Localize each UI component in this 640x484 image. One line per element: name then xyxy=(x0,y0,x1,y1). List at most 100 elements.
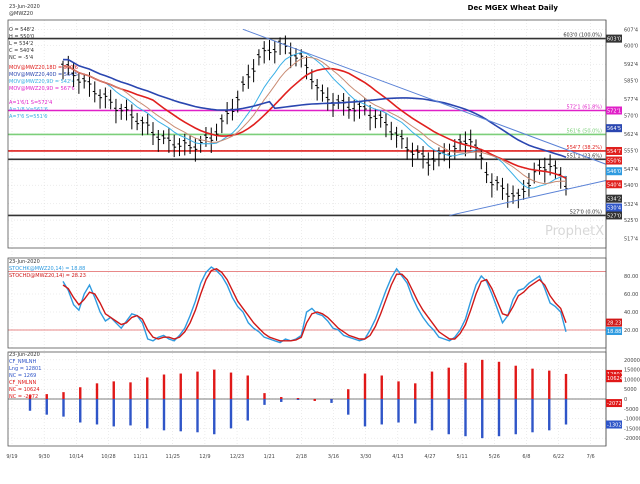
cot-short-bar xyxy=(363,399,367,427)
price-panel: Dec MGEX Wheat Daily 23-Jun-2020 @MWZ20 … xyxy=(9,4,604,239)
retracement-label: 527'0 (0.0%) xyxy=(570,209,602,215)
cot-value-tag xyxy=(606,399,622,408)
price-value-tag xyxy=(606,203,622,212)
price-value-tag xyxy=(606,156,622,165)
ohlc-legend-nc: NC = -5'4 xyxy=(9,55,33,61)
cot-short-bar xyxy=(146,399,149,429)
price-tick-label: 577'4 xyxy=(624,97,638,103)
cot-short-bar xyxy=(447,399,450,435)
cot-long-bar xyxy=(380,375,383,399)
x-tick-label: 3/30 xyxy=(360,454,371,460)
x-tick-label: 12/9 xyxy=(199,454,210,460)
price-tick-label: 585'0 xyxy=(624,78,638,84)
cot-value-tag-label: -2072 xyxy=(607,401,622,407)
retracement-label: 554'7 (38.2%) xyxy=(567,145,603,151)
cot-long-bar xyxy=(263,393,266,399)
cot-long-bar xyxy=(447,367,450,399)
cot-value-tag xyxy=(606,420,622,429)
cot-short-bar xyxy=(263,399,266,405)
price-value-tag-label: 546'0 xyxy=(607,169,621,175)
cot-long-bar xyxy=(363,373,367,399)
price-tick-label: 547'4 xyxy=(624,167,638,173)
cot-date: 23-Jun-2020 xyxy=(9,352,40,358)
cot-value-tag xyxy=(606,374,622,383)
cot-tick-label: -20000 xyxy=(624,436,640,442)
x-tick-label: 2/18 xyxy=(296,454,307,460)
x-tick-label: 9/19 xyxy=(6,454,17,460)
ohlc-legend-c: C = 540'4 xyxy=(9,48,34,54)
cot-value-tag xyxy=(606,369,622,378)
downtrend-line xyxy=(242,28,607,165)
price-tick-label: 570'0 xyxy=(624,113,638,119)
x-tick-label: 9/30 xyxy=(39,454,50,460)
cot-long-bar xyxy=(28,395,32,399)
stoch-tick-label: 60.00 xyxy=(624,292,638,298)
cot-short-bar xyxy=(45,399,48,415)
cot-long-bar xyxy=(229,372,233,399)
price-date: 23-Jun-2020 xyxy=(9,4,40,10)
cot-long-bar xyxy=(514,365,517,399)
x-tick-label: 11/11 xyxy=(133,454,147,460)
cot-short-bar xyxy=(62,399,65,417)
stoch-k-line xyxy=(62,266,567,344)
cot-short-bar xyxy=(397,399,400,423)
price-value-tag xyxy=(606,180,622,189)
cot-short-bar xyxy=(229,399,233,429)
cot-long-bar xyxy=(564,373,568,399)
stochastic-panel: 23-Jun-2020 xyxy=(9,259,40,265)
price-legend: O = 548'2H = 550'0L = 534'2C = 540'4NC =… xyxy=(9,27,78,120)
cot-long-bar xyxy=(95,383,99,399)
cot-short-bar xyxy=(246,399,249,421)
x-tick-label: 5/26 xyxy=(489,454,500,460)
ma-legend-item: MOV@MWZ20,18D = 550'6 xyxy=(9,65,78,71)
stoch-value-tag xyxy=(606,318,622,327)
price-value-tag-label: 534'2 xyxy=(607,197,621,203)
cot-long-bar xyxy=(129,382,132,399)
x-tick-label: 6/8 xyxy=(522,454,530,460)
stoch-tick-label: 80.00 xyxy=(624,274,638,280)
cot-tick-label: 0 xyxy=(624,397,627,403)
stoch-value-tag xyxy=(606,327,622,336)
cot-short-bar xyxy=(79,399,82,423)
stoch-tick-label: 20.00 xyxy=(624,328,638,334)
cot-long-bar xyxy=(464,362,467,399)
cot-long-bar xyxy=(280,397,283,399)
cot-long-bar xyxy=(548,370,551,399)
price-value-tag-label: 540'4 xyxy=(607,182,621,188)
cot-legend-item: CF_NMLNH xyxy=(9,359,36,365)
watermark: ProphetX xyxy=(545,224,604,239)
ma-legend-item: MOV@MWZ20,9D = 542'4 xyxy=(9,79,75,85)
stoch-tick-label: 40.00 xyxy=(624,310,638,316)
cot-panel: 23-Jun-2020 xyxy=(9,352,40,358)
cot-long-bar xyxy=(347,389,350,399)
cot-short-bar xyxy=(296,399,300,400)
price-value-tag xyxy=(606,124,622,133)
cot-tick-label: 10000 xyxy=(624,377,640,383)
price-value-tag xyxy=(606,167,622,176)
cot-short-bar xyxy=(514,399,517,435)
value-tag-label: 603'0 xyxy=(607,37,621,43)
ohlc-legend-o: O = 548'2 xyxy=(9,27,34,33)
cot-long-bar xyxy=(246,375,249,399)
ohlc-legend-l: L = 534'2 xyxy=(9,41,33,47)
cot-short-bar xyxy=(380,399,383,425)
value-tag-bg xyxy=(606,34,622,43)
stoch-value-tag-label: 28.23 xyxy=(607,321,621,327)
chart-title: Dec MGEX Wheat Daily xyxy=(468,4,559,12)
ma-18-line xyxy=(62,65,567,180)
x-tick-label: 6/22 xyxy=(553,454,564,460)
cot-long-bar xyxy=(531,368,534,399)
cot-long-bar xyxy=(213,369,216,399)
cot-long-bar xyxy=(296,398,300,399)
price-tick-label: 592'4 xyxy=(624,62,638,68)
cot-long-bar xyxy=(313,399,316,401)
chart-marks: 603'0 (100.0%) 572'1 (61.8%) 561'6 (50.0%)… xyxy=(8,28,607,439)
cot-tick-label: 20000 xyxy=(624,358,640,364)
cot-long-bar xyxy=(146,377,149,399)
price-tick-label: 607'4 xyxy=(624,27,638,33)
price-value-tag-label: 530'4 xyxy=(607,206,621,212)
price-tick-label: 525'0 xyxy=(624,218,638,224)
ma-legend-item: MOV@MWZ20,9D = 567'6 xyxy=(9,86,75,92)
price-tick-label: 555'0 xyxy=(624,148,638,154)
